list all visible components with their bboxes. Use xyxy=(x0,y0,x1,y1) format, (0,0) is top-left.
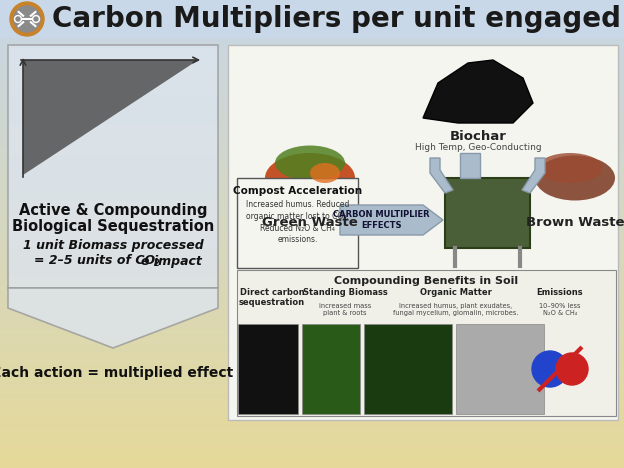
Text: Compounding Benefits in Soil: Compounding Benefits in Soil xyxy=(334,276,519,286)
Text: Carbon Multipliers per unit engaged: Carbon Multipliers per unit engaged xyxy=(52,5,621,33)
Text: High Temp, Geo-Conducting: High Temp, Geo-Conducting xyxy=(415,143,541,152)
Bar xyxy=(228,45,618,420)
Text: e impact: e impact xyxy=(140,255,202,268)
Bar xyxy=(460,153,480,178)
Polygon shape xyxy=(23,60,198,175)
Text: 10–90% less
N₂O & CH₄: 10–90% less N₂O & CH₄ xyxy=(539,303,581,316)
Ellipse shape xyxy=(310,163,340,183)
Polygon shape xyxy=(8,288,218,348)
Text: = 2–5 units of CO: = 2–5 units of CO xyxy=(34,255,155,268)
Circle shape xyxy=(532,351,568,387)
Circle shape xyxy=(10,2,44,36)
Polygon shape xyxy=(522,158,545,193)
Bar xyxy=(364,324,452,414)
Ellipse shape xyxy=(535,155,615,200)
Text: Increased humus, plant exudates,
fungal mycelium, glomalin, microbes.: Increased humus, plant exudates, fungal … xyxy=(393,303,519,316)
Text: 2: 2 xyxy=(154,258,160,268)
Text: CARBON MULTIPLIER
EFFECTS: CARBON MULTIPLIER EFFECTS xyxy=(333,210,430,230)
Ellipse shape xyxy=(275,146,345,181)
Bar xyxy=(445,178,530,248)
Circle shape xyxy=(34,17,38,21)
Bar xyxy=(8,45,218,288)
Text: Direct carbon
sequestration: Direct carbon sequestration xyxy=(239,288,305,307)
Bar xyxy=(302,324,360,414)
Text: Biological Sequestration: Biological Sequestration xyxy=(12,219,214,234)
Ellipse shape xyxy=(265,153,355,203)
Circle shape xyxy=(556,353,588,385)
Bar xyxy=(237,178,358,268)
Text: increased mass
plant & roots: increased mass plant & roots xyxy=(319,303,371,316)
Circle shape xyxy=(16,17,20,21)
Polygon shape xyxy=(430,158,453,193)
FancyArrow shape xyxy=(340,205,443,235)
Text: Each action = multiplied effect: Each action = multiplied effect xyxy=(0,366,233,380)
Text: Compost Acceleration: Compost Acceleration xyxy=(233,186,362,196)
Text: 1 unit Biomass processed: 1 unit Biomass processed xyxy=(22,240,203,253)
Text: Organic Matter: Organic Matter xyxy=(420,288,492,297)
Circle shape xyxy=(14,15,21,22)
Ellipse shape xyxy=(537,153,603,183)
Polygon shape xyxy=(423,60,533,123)
Circle shape xyxy=(14,6,40,32)
Text: Brown Waste: Brown Waste xyxy=(526,216,624,229)
Text: Emissions: Emissions xyxy=(537,288,583,297)
Text: Standing Biomass: Standing Biomass xyxy=(303,288,388,297)
Text: Green Waste: Green Waste xyxy=(262,216,358,229)
Text: Active & Compounding: Active & Compounding xyxy=(19,203,207,218)
Bar xyxy=(237,270,616,416)
Circle shape xyxy=(32,15,39,22)
Bar xyxy=(0,0,624,38)
Bar xyxy=(456,324,544,414)
Text: Biochar: Biochar xyxy=(449,130,507,143)
Text: Increased humus. Reduced
organic matter lost to CO₂.
Reduced N₂O & CH₄
emissions: Increased humus. Reduced organic matter … xyxy=(246,200,349,244)
Bar xyxy=(238,324,298,414)
